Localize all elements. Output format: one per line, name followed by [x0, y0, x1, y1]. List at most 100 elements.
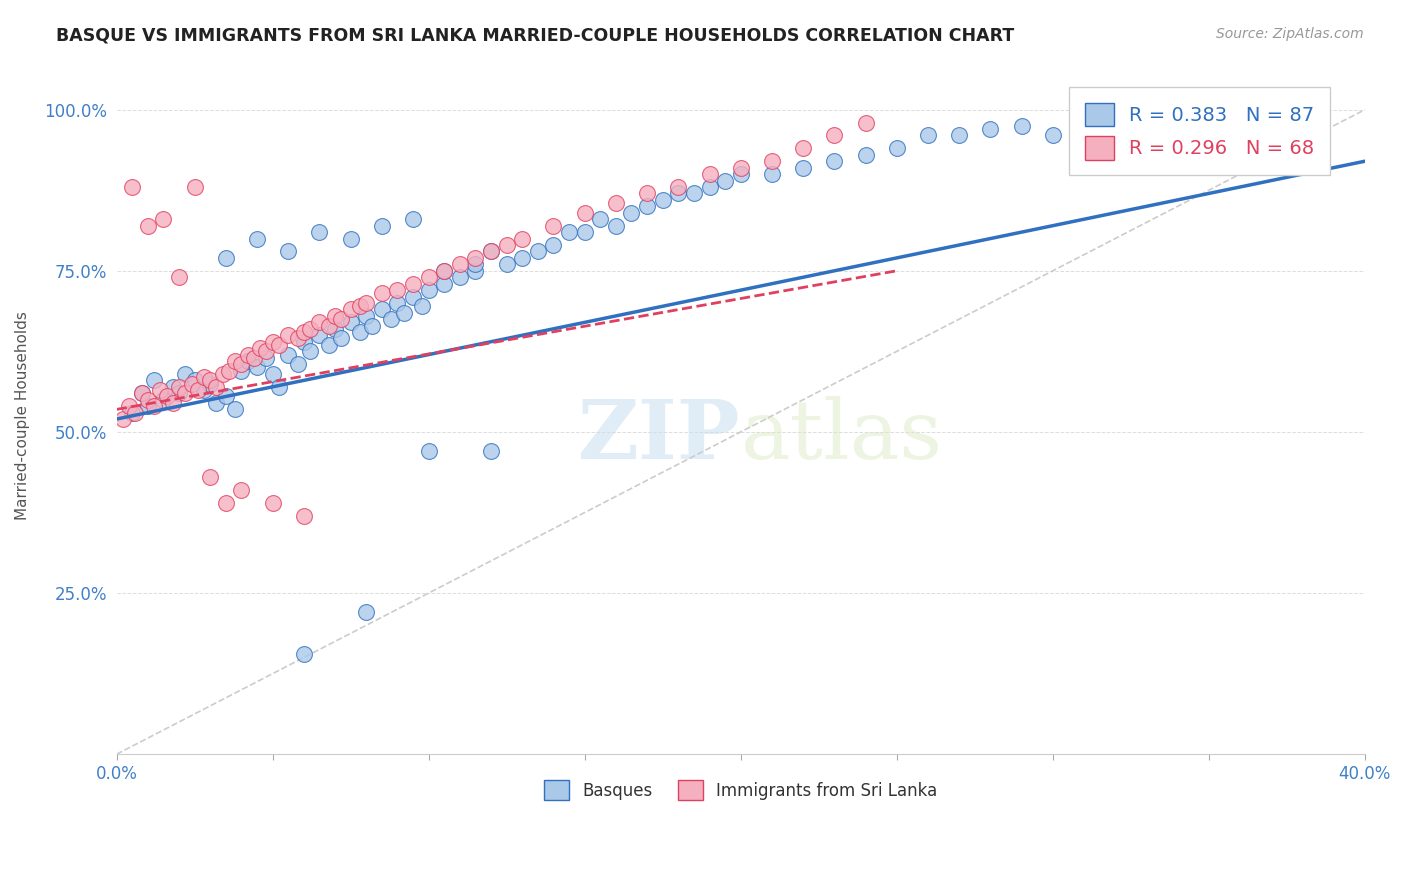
Point: [323, 309, 346, 323]
Point: [167, 386, 190, 401]
Point: [200, 470, 222, 484]
Point: [180, 376, 202, 391]
Point: [205, 380, 228, 394]
Point: [1104, 112, 1126, 127]
Y-axis label: Married-couple Households: Married-couple Households: [15, 311, 30, 520]
Point: [215, 389, 238, 403]
Point: [136, 392, 159, 407]
Point: [167, 270, 190, 285]
Point: [218, 364, 240, 378]
Point: [495, 257, 517, 271]
Point: [620, 206, 643, 220]
Point: [371, 219, 394, 233]
Point: [121, 406, 143, 420]
Point: [387, 296, 409, 310]
Point: [131, 386, 153, 401]
Point: [558, 225, 581, 239]
Point: [174, 367, 197, 381]
Point: [231, 357, 253, 371]
Point: [277, 348, 299, 362]
Point: [318, 338, 340, 352]
Point: [464, 264, 486, 278]
Point: [479, 244, 502, 259]
Point: [589, 212, 612, 227]
Point: [371, 302, 394, 317]
Point: [527, 244, 550, 259]
Point: [636, 186, 658, 201]
Point: [823, 154, 845, 169]
Point: [339, 315, 361, 329]
Point: [236, 348, 259, 362]
Text: BASQUE VS IMMIGRANTS FROM SRI LANKA MARRIED-COUPLE HOUSEHOLDS CORRELATION CHART: BASQUE VS IMMIGRANTS FROM SRI LANKA MARR…: [56, 27, 1015, 45]
Point: [162, 380, 184, 394]
Point: [231, 483, 253, 497]
Point: [287, 331, 309, 345]
Point: [231, 364, 253, 378]
Point: [308, 315, 330, 329]
Point: [254, 351, 277, 365]
Point: [262, 367, 284, 381]
Point: [339, 302, 361, 317]
Point: [354, 296, 377, 310]
Point: [246, 231, 269, 245]
Point: [433, 264, 456, 278]
Point: [349, 299, 371, 313]
Point: [699, 167, 721, 181]
Point: [354, 606, 377, 620]
Point: [143, 373, 166, 387]
Text: ZIP: ZIP: [578, 396, 741, 476]
Point: [387, 283, 409, 297]
Point: [917, 128, 939, 143]
Point: [152, 392, 174, 407]
Point: [543, 219, 565, 233]
Point: [714, 173, 737, 187]
Point: [1073, 115, 1095, 129]
Point: [479, 444, 502, 458]
Point: [318, 318, 340, 333]
Point: [292, 648, 315, 662]
Point: [277, 244, 299, 259]
Point: [1135, 109, 1157, 123]
Point: [510, 251, 533, 265]
Point: [200, 376, 222, 391]
Point: [262, 334, 284, 349]
Point: [299, 344, 322, 359]
Text: atlas: atlas: [741, 396, 943, 476]
Point: [761, 154, 783, 169]
Point: [193, 370, 215, 384]
Point: [418, 444, 440, 458]
Point: [380, 312, 402, 326]
Point: [823, 128, 845, 143]
Point: [855, 148, 877, 162]
Point: [464, 251, 486, 265]
Point: [449, 270, 471, 285]
Point: [187, 383, 209, 397]
Point: [699, 180, 721, 194]
Point: [354, 309, 377, 323]
Point: [249, 341, 271, 355]
Point: [124, 406, 146, 420]
Point: [330, 331, 353, 345]
Point: [167, 380, 190, 394]
Point: [262, 496, 284, 510]
Point: [308, 328, 330, 343]
Point: [361, 318, 384, 333]
Point: [254, 344, 277, 359]
Point: [111, 412, 134, 426]
Point: [792, 141, 814, 155]
Point: [979, 122, 1001, 136]
Legend: Basques, Immigrants from Sri Lanka: Basques, Immigrants from Sri Lanka: [531, 766, 950, 814]
Point: [323, 322, 346, 336]
Point: [162, 396, 184, 410]
Point: [402, 289, 425, 303]
Point: [143, 399, 166, 413]
Point: [211, 367, 233, 381]
Point: [651, 193, 673, 207]
Point: [121, 180, 143, 194]
Point: [371, 286, 394, 301]
Point: [402, 277, 425, 291]
Point: [543, 238, 565, 252]
Point: [411, 299, 433, 313]
Point: [215, 251, 238, 265]
Point: [152, 212, 174, 227]
